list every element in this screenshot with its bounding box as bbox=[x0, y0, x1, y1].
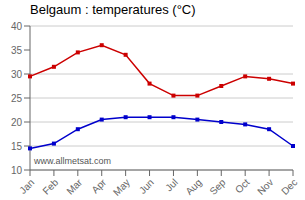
svg-text:Oct: Oct bbox=[233, 177, 252, 196]
svg-text:Aug: Aug bbox=[183, 177, 203, 197]
svg-text:Jun: Jun bbox=[137, 177, 156, 196]
html-text:Belgaum : temperatures (°C): Belgaum : temperatures (°C) bbox=[30, 2, 196, 17]
svg-text:Sep: Sep bbox=[207, 176, 228, 197]
svg-text:25: 25 bbox=[11, 93, 23, 104]
svg-text:20: 20 bbox=[11, 117, 23, 128]
svg-text:Dec: Dec bbox=[279, 177, 297, 197]
svg-text:30: 30 bbox=[11, 69, 23, 80]
html-text:www.allmetsat.com: www.allmetsat.com bbox=[34, 156, 111, 166]
svg-text:Jul: Jul bbox=[163, 177, 180, 194]
svg-text:40: 40 bbox=[11, 21, 23, 32]
svg-text:10: 10 bbox=[11, 165, 23, 176]
svg-text:Feb: Feb bbox=[40, 176, 60, 196]
svg-text:May: May bbox=[111, 177, 132, 198]
svg-text:35: 35 bbox=[11, 45, 23, 56]
svg-text:15: 15 bbox=[11, 141, 23, 152]
svg-text:Nov: Nov bbox=[255, 177, 275, 197]
svg-text:Jan: Jan bbox=[17, 177, 36, 196]
svg-text:Mar: Mar bbox=[64, 176, 84, 196]
svg-text:Apr: Apr bbox=[89, 176, 108, 195]
